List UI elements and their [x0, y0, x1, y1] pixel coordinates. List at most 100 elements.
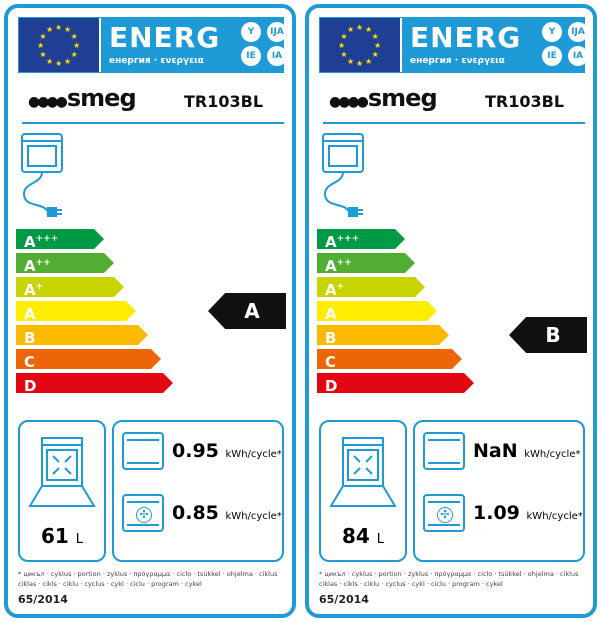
- eu-star-icon: ★: [340, 50, 348, 59]
- eu-star-icon: ★: [356, 59, 364, 68]
- fan-consumption: 1.09 kWh/cycle*: [473, 502, 583, 524]
- eu-star-icon: ★: [371, 50, 379, 59]
- cycle-footnote: * цикъл · cyklus · portion · zyklus · πρ…: [319, 570, 579, 588]
- rating-letter: A: [244, 299, 260, 323]
- oven-volume-icon: [329, 437, 397, 507]
- class-letter: B: [24, 329, 36, 347]
- eu-star-icon: ★: [374, 41, 382, 50]
- fan-mode-icon: ✣: [122, 494, 164, 532]
- fan-value: 1.09: [473, 502, 520, 524]
- class-letter: A: [24, 233, 36, 251]
- eu-star-icon: ★: [39, 50, 47, 59]
- energy-class-bar: A: [16, 301, 136, 321]
- eu-star-icon: ★: [46, 56, 54, 66]
- conventional-consumption: 0.95 kWh/cycle*: [172, 440, 282, 462]
- electric-oven-plug-icon: [322, 133, 364, 217]
- eu-star-icon: ★: [39, 32, 47, 41]
- divider: [323, 122, 585, 124]
- class-letter: A: [24, 281, 36, 299]
- brand-name: smeg: [367, 84, 438, 112]
- energy-class-bar: A++: [16, 253, 114, 273]
- energy-unit: kWh/cycle*: [225, 511, 282, 522]
- volume-value: 61 L: [20, 524, 104, 548]
- class-plus: ++: [35, 258, 51, 268]
- eu-star-icon: ★: [70, 50, 78, 59]
- language-code: IE: [542, 46, 562, 66]
- conventional-value: NaN: [473, 440, 518, 462]
- energy-banner: ENERG енергия · ενεργεια Y IJA IE IA: [402, 18, 588, 72]
- rating-arrow: A: [208, 293, 286, 329]
- class-plus: +++: [336, 234, 360, 244]
- class-letter: D: [325, 377, 338, 395]
- model-number: TR103BL: [184, 92, 264, 111]
- brand-logo: ●●●●smeg: [329, 84, 438, 112]
- rating-letter: B: [545, 323, 561, 347]
- energ-subtitle: енергия · ενεργεια: [109, 56, 204, 66]
- volume-unit: L: [75, 532, 84, 547]
- eu-star-icon: ★: [70, 32, 78, 41]
- energy-unit: kWh/cycle*: [524, 449, 581, 460]
- eu-star-icon: ★: [64, 56, 72, 66]
- class-letter: A: [24, 257, 36, 275]
- regulation-number: 65/2014: [319, 593, 369, 606]
- volume-unit: L: [376, 532, 385, 547]
- electric-oven-plug-icon: [21, 133, 63, 217]
- energy-unit: kWh/cycle*: [526, 511, 583, 522]
- language-code: IJA: [568, 22, 588, 42]
- eu-star-icon: ★: [340, 32, 348, 41]
- language-code: IA: [568, 46, 588, 66]
- language-code: Y: [542, 22, 562, 42]
- energy-class-bar: A+++: [317, 229, 405, 249]
- conventional-mode-icon: [122, 432, 164, 470]
- regulation-number: 65/2014: [18, 593, 68, 606]
- fan-value: 0.85: [172, 502, 219, 524]
- eu-star-icon: ★: [365, 25, 373, 35]
- energy-class-bar: B: [317, 325, 449, 345]
- energ-title: ENERG: [410, 21, 522, 54]
- energy-consumption-box: 0.95 kWh/cycle* ✣ 0.85 kWh/cycle*: [112, 420, 284, 562]
- energy-class-bar: A+: [317, 277, 425, 297]
- energy-class-bar: A++: [317, 253, 415, 273]
- energy-class-bar: D: [317, 373, 474, 393]
- energy-banner: ENERG енергия · ενεργεια Y IJA IE IA: [101, 18, 287, 72]
- class-letter: A: [24, 305, 36, 323]
- class-plus: ++: [336, 258, 352, 268]
- brand-logo: ●●●●smeg: [28, 84, 137, 112]
- conventional-mode-icon: [423, 432, 465, 470]
- volume-box: 84 L: [319, 420, 407, 562]
- energy-class-bar: D: [16, 373, 173, 393]
- class-letter: D: [24, 377, 37, 395]
- class-plus: +: [336, 282, 345, 292]
- eu-star-icon: ★: [347, 25, 355, 35]
- class-letter: A: [325, 281, 337, 299]
- fan-mode-icon: ✣: [423, 494, 465, 532]
- class-plus: +++: [35, 234, 59, 244]
- energy-unit: kWh/cycle*: [225, 449, 282, 460]
- eu-flag-icon: ★ ★ ★ ★ ★ ★ ★ ★ ★ ★ ★ ★: [320, 18, 400, 72]
- volume-number: 61: [40, 524, 69, 548]
- volume-box: 61 L: [18, 420, 106, 562]
- volume-value: 84 L: [321, 524, 405, 548]
- class-letter: C: [325, 353, 337, 371]
- model-number: TR103BL: [485, 92, 565, 111]
- eu-star-icon: ★: [371, 32, 379, 41]
- language-code: Y: [241, 22, 261, 42]
- energy-consumption-box: NaN kWh/cycle* ✣ 1.09 kWh/cycle*: [413, 420, 585, 562]
- energy-class-bar: A+: [16, 277, 124, 297]
- fan-consumption: 0.85 kWh/cycle*: [172, 502, 282, 524]
- eu-star-icon: ★: [365, 56, 373, 66]
- language-code: IJA: [267, 22, 287, 42]
- class-letter: B: [325, 329, 337, 347]
- eu-star-icon: ★: [37, 41, 45, 50]
- cycle-footnote: * цикъл · cyklus · portion · zyklus · πρ…: [18, 570, 278, 588]
- energy-class-bar: A: [317, 301, 437, 321]
- class-letter: A: [325, 233, 337, 251]
- energy-class-bar: B: [16, 325, 148, 345]
- energy-class-bar: A+++: [16, 229, 104, 249]
- energ-title: ENERG: [109, 21, 221, 54]
- eu-star-icon: ★: [55, 23, 63, 32]
